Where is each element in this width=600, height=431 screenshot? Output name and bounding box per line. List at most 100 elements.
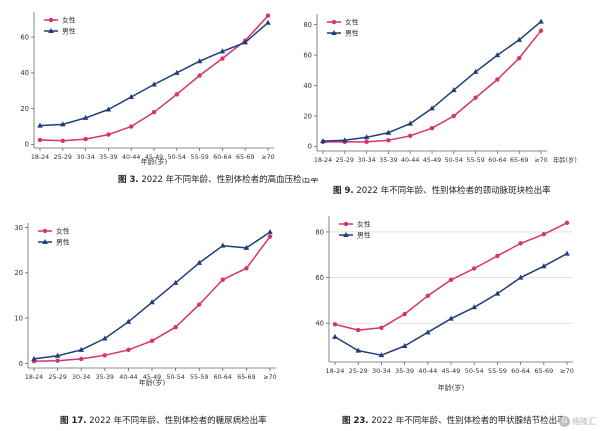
x-tick-label: 40-44 [418, 367, 437, 375]
y-tick-label: 20 [20, 105, 29, 113]
chart-panel-diabetes: 0 10 20 30 18-24 25-29 30-34 35-39 40-44 45-49 50-… [8, 215, 294, 390]
data-point-female [60, 138, 65, 144]
data-point-female [364, 139, 369, 145]
legend-marker-circle [343, 221, 349, 227]
legend-label: 女性 [357, 219, 371, 228]
y-tick-label: 10 [14, 314, 23, 322]
data-point-male [363, 134, 370, 140]
data-point-female [472, 266, 477, 271]
x-tick-label: 35-39 [99, 154, 117, 161]
data-point-male [219, 48, 226, 54]
data-point-male [378, 352, 385, 358]
data-point-male [494, 52, 501, 58]
data-point-female [37, 137, 43, 143]
data-point-female [356, 327, 361, 333]
x-tick-label: 65-69 [236, 154, 254, 161]
x-tick-label: 50-54 [168, 154, 186, 161]
data-point-female [106, 132, 111, 137]
watermark-logo-icon: G [559, 416, 570, 427]
data-point-male [385, 129, 392, 135]
y-tick-label: 60 [20, 33, 29, 41]
data-point-female [197, 302, 202, 307]
data-point-female [408, 133, 413, 138]
data-point-male [78, 346, 84, 352]
x-tick-label: 30-34 [372, 367, 391, 375]
chart-diabetes: 0 10 20 30 18-24 25-29 30-34 35-39 40-44 45-49 50-… [14, 223, 277, 387]
data-point-male [265, 19, 271, 25]
data-point-female [451, 113, 456, 119]
data-point-male [564, 250, 570, 256]
legend-label: 男性 [357, 230, 371, 239]
chart-panel-thyroid: 40 60 80 18-24 25-29 30-34 35-39 40-44 45-49 50-5… [303, 210, 595, 396]
x-tick-label: 45-49 [143, 374, 161, 381]
x-tick-label: 30-34 [72, 374, 90, 381]
data-point-male [517, 274, 524, 280]
x-tick-label: 50-54 [445, 157, 463, 164]
x-tick-label: 35-39 [395, 367, 414, 375]
x-tick-label: 65-69 [237, 374, 255, 381]
y-tick-label: 40 [315, 320, 324, 328]
series-line-男性 [322, 21, 542, 142]
x-tick-label: 30-34 [76, 154, 94, 161]
x-axis-label: 年龄(岁) [438, 383, 465, 392]
data-point-female [83, 136, 88, 142]
data-point-female [173, 325, 178, 330]
x-tick-label: 25-29 [54, 154, 72, 161]
data-point-female [220, 56, 225, 61]
x-tick-label: 35-39 [96, 374, 114, 381]
y-tick-label: 20 [14, 269, 23, 277]
data-point-female [126, 347, 131, 353]
x-tick-label: 50-54 [465, 367, 484, 375]
data-point-female [518, 241, 523, 246]
data-point-male [451, 87, 457, 93]
x-tick-label: 60-64 [488, 157, 506, 164]
x-tick-label: 30-34 [357, 157, 375, 164]
legend-marker-circle [48, 17, 54, 23]
series-line-男性 [334, 252, 568, 356]
data-point-female [332, 322, 338, 327]
x-tick-label: 18-24 [25, 374, 43, 381]
data-point-male [151, 81, 157, 87]
chart-hypertension: 0 20 40 60 18-24 25-29 30-34 35-39 40-44 45-49 50-… [20, 12, 275, 166]
data-point-female [102, 353, 108, 358]
legend-marker-triangle [42, 239, 48, 244]
data-point-male [320, 138, 326, 144]
legend-label: 女性 [56, 226, 70, 235]
data-point-male [342, 137, 348, 143]
y-tick-label: 0 [308, 143, 312, 151]
data-point-male [105, 106, 112, 112]
data-point-female [517, 55, 522, 61]
data-point-male [125, 318, 132, 324]
data-point-male [172, 279, 179, 285]
data-point-male [448, 315, 454, 321]
x-tick-label: 45-49 [423, 157, 441, 164]
data-point-male [494, 290, 501, 296]
x-tick-label: ≥70 [560, 367, 574, 375]
chart-carotid: 0 20 40 60 80 18-24 25-29 30-34 35-39 40-44 45-49 5… [303, 14, 577, 164]
data-point-male [407, 120, 413, 126]
legend-marker-triangle [343, 232, 349, 237]
data-point-female [265, 13, 271, 18]
caption-carotid: 图 9. 2022 年不同年龄、性别体检者的颈动脉斑块检出率 [333, 186, 551, 196]
data-point-female [564, 220, 570, 226]
x-tick-label: 45-49 [442, 367, 461, 375]
x-axis-label: 年龄(岁) [553, 155, 577, 164]
data-point-female [425, 293, 430, 299]
legend-marker-triangle [331, 30, 337, 35]
data-point-female [538, 28, 544, 33]
data-point-male [102, 335, 108, 341]
data-point-male [54, 352, 61, 358]
data-point-female [220, 277, 225, 282]
x-tick-label: 60-64 [213, 154, 231, 161]
x-tick-label: ≥70 [261, 154, 274, 161]
data-point-female [402, 311, 407, 317]
data-point-male [429, 105, 435, 111]
y-tick-label: 0 [19, 360, 23, 368]
data-point-male [196, 259, 202, 265]
data-point-male [471, 304, 477, 310]
data-point-female [429, 125, 435, 131]
legend-label: 男性 [345, 28, 359, 37]
x-tick-label: 45-49 [145, 154, 163, 161]
chart-panel-carotid: 0 20 40 60 80 18-24 25-29 30-34 35-39 40-44 45-49 5… [303, 8, 595, 178]
data-point-female [149, 338, 155, 344]
